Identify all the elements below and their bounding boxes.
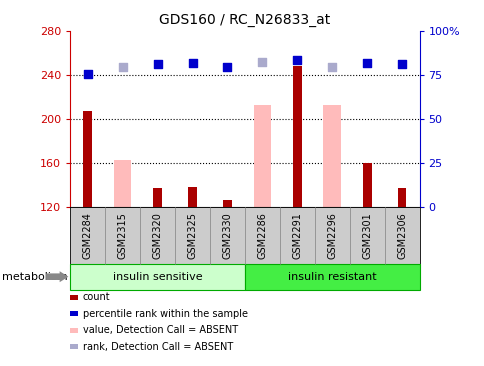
Point [223,64,231,70]
Point [188,60,196,66]
Text: GSM2301: GSM2301 [362,212,371,258]
Point [328,64,335,70]
Text: GSM2286: GSM2286 [257,212,267,259]
Text: GSM2325: GSM2325 [187,212,197,259]
Text: GSM2306: GSM2306 [396,212,406,258]
Text: value, Detection Call = ABSENT: value, Detection Call = ABSENT [83,325,238,335]
Text: percentile rank within the sample: percentile rank within the sample [83,309,247,319]
Text: GSM2315: GSM2315 [118,212,127,259]
Point [119,64,126,70]
Bar [114,160,131,207]
Text: metabolism: metabolism [2,272,68,282]
Bar [223,200,231,207]
Bar [153,188,162,207]
Point [258,59,266,65]
Text: GDS160 / RC_N26833_at: GDS160 / RC_N26833_at [159,13,330,27]
Text: GSM2330: GSM2330 [222,212,232,258]
Text: GSM2320: GSM2320 [152,212,162,259]
Text: GSM2296: GSM2296 [327,212,336,259]
Text: rank, Detection Call = ABSENT: rank, Detection Call = ABSENT [83,341,233,352]
Point [293,57,301,63]
Text: GSM2284: GSM2284 [83,212,92,259]
Bar [188,187,197,207]
Bar [362,163,371,207]
Point [84,71,91,77]
Text: count: count [83,292,110,302]
Point [153,61,161,67]
Point [363,60,370,66]
Text: insulin sensitive: insulin sensitive [113,272,202,282]
Bar [253,105,271,207]
Bar [83,111,92,207]
Bar [397,188,406,207]
Bar [323,105,340,207]
Point [397,61,405,67]
Bar [292,66,301,207]
Text: insulin resistant: insulin resistant [287,272,376,282]
Text: GSM2291: GSM2291 [292,212,302,259]
